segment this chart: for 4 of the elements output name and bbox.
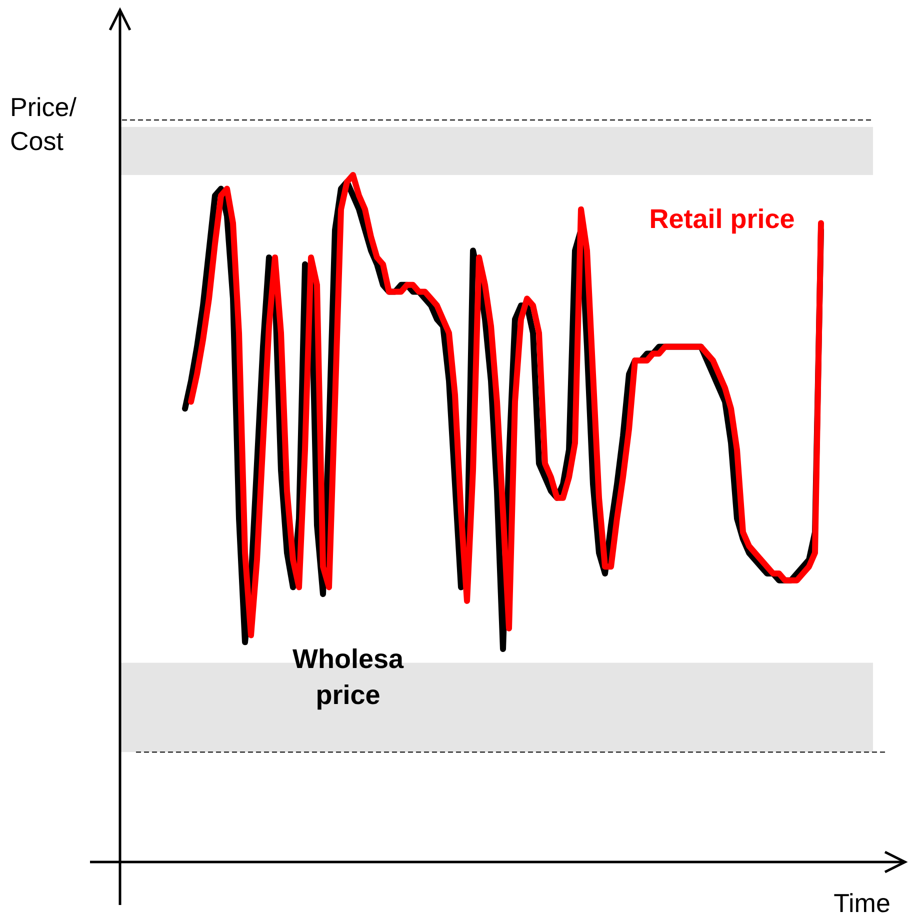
series-label: Wholesa price	[292, 644, 404, 710]
x-axis-title: Time	[834, 888, 890, 918]
y-axis-title: Price/ Cost	[10, 92, 78, 156]
series-label: Retail price	[649, 204, 795, 234]
